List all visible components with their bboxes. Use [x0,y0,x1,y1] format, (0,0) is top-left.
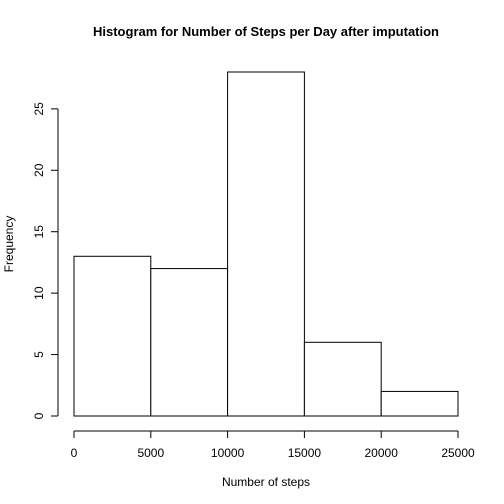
histogram-bar-1 [150,268,229,417]
x-tick-label-2: 10000 [211,446,245,460]
y-tick-label-5: 25 [32,102,46,116]
x-tick-label-5: 25000 [441,446,475,460]
y-axis-label: Frequency [2,216,16,273]
histogram-bar-3 [303,341,382,417]
y-tick-label-2: 10 [32,286,46,300]
histogram-bar-0 [73,255,152,417]
x-tick-label-4: 20000 [365,446,399,460]
y-tick-label-0: 0 [32,412,46,419]
x-tick-label-0: 0 [71,446,78,460]
x-axis: 0 5000 10000 15000 20000 25000 [71,430,475,460]
chart-title: Histogram for Number of Steps per Day af… [93,24,439,39]
y-tick-label-3: 15 [32,225,46,239]
y-tick-label-1: 5 [32,351,46,358]
y-tick-label-4: 20 [32,163,46,177]
x-tick-label-3: 15000 [288,446,322,460]
histogram-bar-2 [227,71,305,417]
bars-group [73,71,459,417]
histogram-bar-4 [380,390,459,417]
x-tick-label-1: 5000 [137,446,164,460]
x-axis-label: Number of steps [222,475,310,489]
y-axis: 0 5 10 15 20 25 [32,102,59,419]
